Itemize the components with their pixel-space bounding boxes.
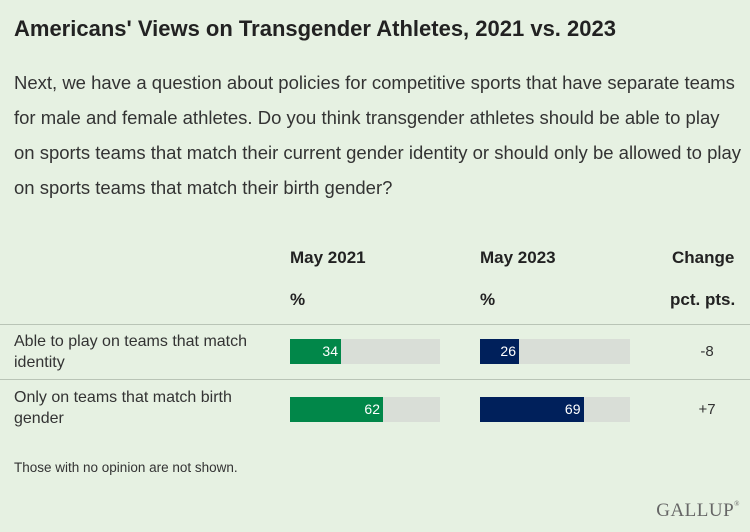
bar-label-identity-2021: 34 (322, 343, 338, 359)
bar-track-identity-2021: 34 (290, 339, 440, 364)
bar-track-birth-2021: 62 (290, 397, 440, 422)
column-header-may-2021: May 2021 (290, 248, 366, 267)
footnote: Those with no opinion are not shown. (14, 460, 238, 475)
row-label-identity: Able to play on teams that match identit… (14, 333, 248, 371)
header-divider (0, 324, 750, 325)
bar-label-birth-2023: 69 (564, 401, 581, 417)
row-label-birth-gender: Only on teams that match birth gender (14, 389, 232, 427)
column-header-change: Change (672, 248, 735, 267)
unit-label-2021: % (290, 290, 306, 309)
bar-label-identity-2023: 26 (500, 343, 516, 359)
bar-label-birth-2021: 62 (364, 401, 380, 417)
chart-title: Americans' Views on Transgender Athletes… (14, 16, 616, 41)
change-birth-gender: +7 (698, 401, 716, 418)
bar-track-identity-2023: 26 (480, 339, 630, 364)
bar-track-birth-2023: 69 (480, 397, 630, 422)
bar-identity-2023: 26 (480, 339, 519, 364)
bar-birth-2023: 69 (480, 397, 584, 422)
row-divider (0, 379, 750, 380)
bar-identity-2021: 34 (290, 339, 341, 364)
column-header-may-2023: May 2023 (480, 248, 556, 267)
gallup-logo: GALLUP® (656, 500, 740, 521)
bar-birth-2021: 62 (290, 397, 383, 422)
change-identity: -8 (700, 343, 714, 360)
unit-label-2023: % (480, 290, 496, 309)
unit-label-change: pct. pts. (670, 290, 736, 309)
survey-question: Next, we have a question about policies … (14, 72, 742, 198)
